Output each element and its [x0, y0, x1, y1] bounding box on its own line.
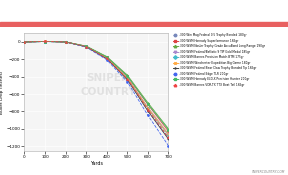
X-axis label: Yards: Yards	[90, 161, 103, 166]
Bar	[0, 22, 288, 27]
Y-axis label: Bullet Drop (Inches): Bullet Drop (Inches)	[0, 70, 4, 114]
Text: SNIPERCOUNTRY.COM: SNIPERCOUNTRY.COM	[252, 170, 285, 174]
Text: LONG RANGE TRAJECTORY: LONG RANGE TRAJECTORY	[81, 6, 207, 16]
Text: SNIPER: SNIPER	[87, 73, 129, 83]
Text: COUNTRY: COUNTRY	[80, 87, 136, 97]
Legend: .300 Win Mag Federal 0.5 Trophy Bonded 180gr, .300 WSM Hornady Superformance 165: .300 Win Mag Federal 0.5 Trophy Bonded 1…	[173, 33, 265, 87]
